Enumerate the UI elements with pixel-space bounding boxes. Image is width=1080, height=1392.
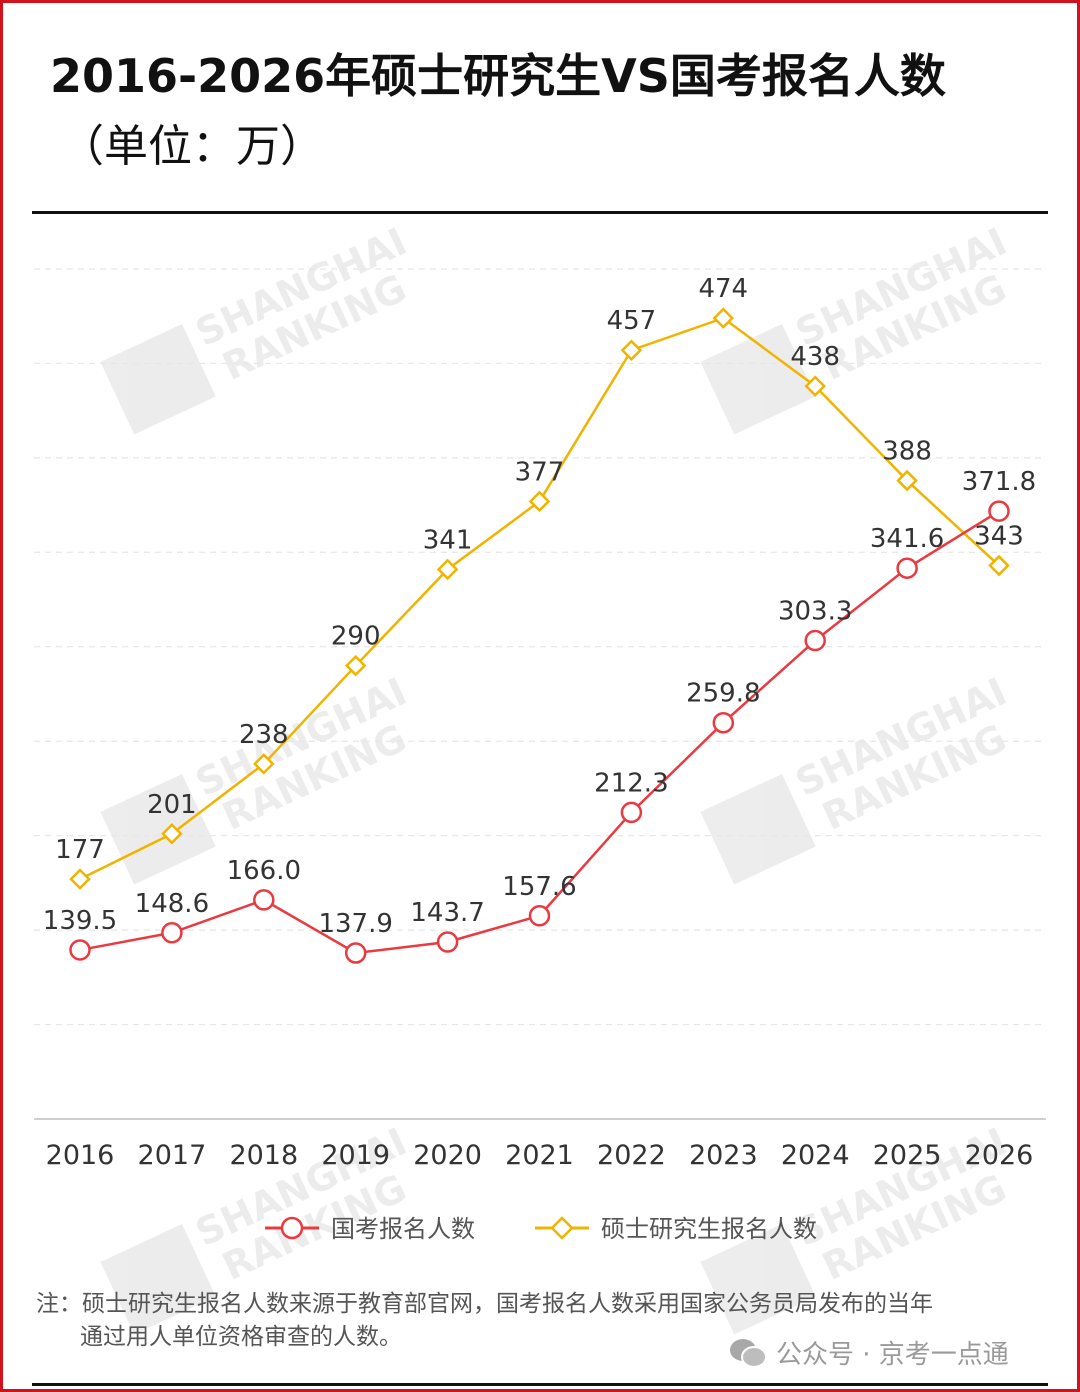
data-label: 201 [147, 790, 197, 820]
footnote: 注：硕士研究生报名人数来源于教育部官网，国考报名人数采用国家公务员局发布的当年 … [36, 1288, 1056, 1354]
chart-title: 2016-2026年硕士研究生VS国考报名人数 [50, 49, 946, 103]
data-point-marker [436, 931, 459, 953]
data-point-marker [988, 554, 1010, 577]
footnote-line-2: 通过用人单位资格审查的人数。 [80, 1324, 402, 1350]
data-label: 457 [607, 306, 657, 336]
footnote-line-1: 注：硕士研究生报名人数来源于教育部官网，国考报名人数采用国家公务员局发布的当年 [36, 1291, 933, 1317]
data-point-marker [804, 375, 826, 397]
data-label: 438 [790, 342, 840, 372]
data-label: 343 [974, 522, 1024, 552]
data-point-marker [253, 753, 275, 775]
x-tick-label: 2021 [505, 1140, 574, 1171]
data-point-marker [528, 905, 551, 927]
data-label: 177 [55, 835, 105, 865]
credit: 公众号 · 京考一点通 [728, 1334, 1009, 1371]
legend-marker [280, 1216, 304, 1240]
data-label: 157.6 [502, 872, 576, 902]
data-point-marker [253, 889, 275, 911]
data-point-marker [436, 558, 459, 581]
x-tick-label: 2019 [321, 1140, 390, 1171]
bottom-divider [32, 1383, 1048, 1386]
top-divider [32, 211, 1048, 214]
data-label: 377 [515, 457, 565, 487]
data-point-marker [896, 557, 918, 579]
data-point-marker [528, 490, 551, 513]
data-label: 388 [882, 437, 932, 467]
data-point-marker [620, 801, 643, 824]
data-label: 166.0 [227, 856, 301, 886]
x-tick-label: 2018 [229, 1140, 298, 1171]
x-tick-label: 2026 [965, 1140, 1034, 1171]
data-point-marker [620, 339, 643, 361]
data-point-marker [896, 469, 918, 492]
chart-subtitle: （单位：万） [60, 121, 324, 172]
data-label: 290 [331, 622, 381, 652]
data-point-marker [69, 939, 91, 961]
x-tick-label: 2017 [138, 1140, 207, 1171]
data-label: 143.7 [410, 898, 484, 928]
data-point-marker [988, 500, 1010, 522]
x-tick-label: 2022 [597, 1140, 666, 1171]
data-point-marker [344, 654, 367, 677]
data-point-marker [161, 922, 183, 944]
legend-marker [550, 1216, 574, 1240]
legend-label: 国考报名人数 [331, 1215, 475, 1243]
x-tick-label: 2020 [413, 1140, 482, 1171]
data-label: 139.5 [43, 906, 117, 936]
data-point-marker [69, 868, 91, 890]
credit-text: 公众号 · 京考一点通 [776, 1340, 1009, 1370]
data-point-marker [161, 823, 183, 845]
x-tick-label: 2023 [689, 1140, 758, 1171]
data-label: 371.8 [962, 467, 1036, 497]
data-label: 341.6 [870, 524, 944, 554]
data-label: 259.8 [686, 679, 760, 709]
data-point-marker [712, 711, 735, 734]
data-label: 303.3 [778, 597, 852, 627]
data-point-marker [344, 942, 367, 964]
x-tick-label: 2025 [873, 1140, 942, 1171]
data-label: 137.9 [318, 909, 392, 939]
data-label: 341 [423, 525, 473, 555]
data-label: 474 [698, 274, 748, 304]
x-tick-label: 2024 [781, 1140, 850, 1171]
wechat-icon [730, 1338, 767, 1368]
data-point-marker [712, 307, 735, 329]
data-point-marker [804, 629, 826, 652]
data-label: 212.3 [594, 768, 668, 798]
data-label: 148.6 [135, 889, 209, 919]
legend-label: 硕士研究生报名人数 [601, 1215, 817, 1243]
x-tick-label: 2016 [46, 1140, 115, 1171]
data-label: 238 [239, 720, 289, 750]
